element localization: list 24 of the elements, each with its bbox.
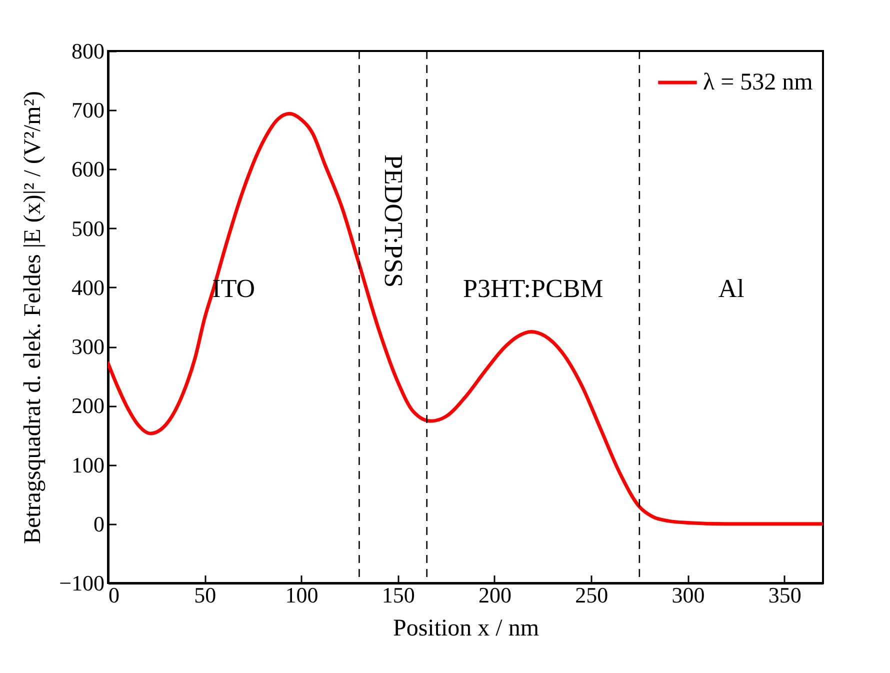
y-tick-label: −100 — [59, 570, 104, 596]
annotation: PEDOT:PSS — [379, 154, 408, 288]
y-tick-label: 500 — [72, 216, 104, 241]
legend-label: λ = 532 nm — [703, 70, 814, 96]
x-tick-label: 100 — [285, 582, 318, 608]
x-tick-label: 300 — [672, 582, 705, 608]
x-tick-label: 50 — [194, 582, 216, 608]
y-tick-label: 300 — [72, 334, 104, 360]
annotation: P3HT:PCBM — [462, 274, 604, 303]
y-tick-label: 400 — [72, 274, 104, 300]
y-tick-label: 600 — [72, 156, 104, 182]
x-axis-title: Position x / nm — [392, 616, 540, 642]
x-tick-label: 200 — [478, 582, 512, 608]
x-tick-label: 250 — [575, 582, 608, 608]
y-tick-label: 0 — [94, 511, 104, 536]
y-axis-title: Betragsquadrat d. elek. Feldes |E (x)|² / (V²/m²) — [20, 90, 46, 544]
x-tick-label: 150 — [382, 582, 415, 608]
y-tick-label: 800 — [72, 38, 104, 64]
y-tick-label: 700 — [72, 98, 104, 123]
y-tick-label: 200 — [72, 393, 104, 418]
y-tick-label: 100 — [72, 452, 104, 478]
x-tick-label: 350 — [768, 582, 802, 608]
annotation: Al — [718, 274, 744, 303]
line-series — [108, 112, 823, 526]
